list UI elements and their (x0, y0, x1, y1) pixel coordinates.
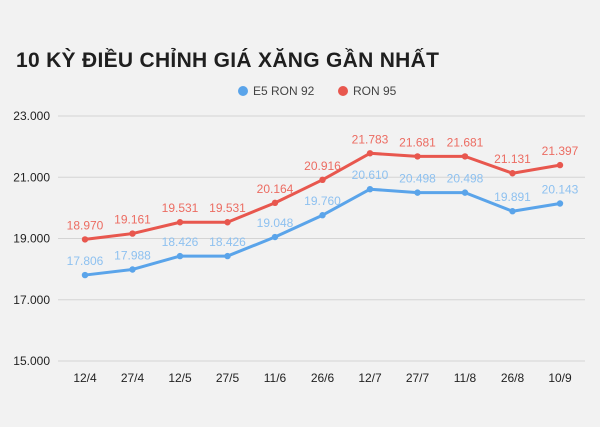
x-axis: 12/4 27/4 12/5 27/5 11/6 26/6 12/7 27/7 11/8 26/8… (73, 371, 572, 385)
x-tick-label: 26/8 (501, 371, 525, 385)
legend-marker (338, 86, 348, 96)
data-point (81, 236, 89, 243)
y-tick-label: 23.000 (13, 109, 50, 123)
data-label: 19.760 (304, 194, 341, 208)
x-tick-label: 11/6 (264, 371, 287, 385)
y-tick-label: 17.000 (13, 293, 50, 307)
y-tick-label: 21.000 (13, 170, 50, 184)
x-tick-label: 11/8 (454, 371, 477, 385)
data-label: 21.681 (399, 135, 436, 149)
data-point (271, 199, 279, 207)
data-label: 19.891 (494, 190, 531, 204)
data-label: 17.806 (67, 254, 104, 268)
data-label: 17.988 (114, 248, 151, 262)
data-point (81, 271, 89, 279)
data-point (224, 252, 231, 260)
data-point (461, 189, 469, 196)
y-tick-label: 15.000 (13, 354, 50, 368)
data-point (176, 219, 184, 226)
x-tick-label: 26/6 (311, 371, 335, 385)
data-point (556, 161, 564, 169)
data-label: 18.426 (209, 235, 246, 249)
data-point (414, 153, 421, 160)
x-tick-label: 12/4 (73, 371, 97, 385)
legend-label: E5 RON 92 (253, 84, 315, 98)
y-axis: 15.000 17.000 19.000 21.000 23.000 (13, 109, 50, 368)
data-point (319, 212, 326, 219)
data-point (414, 189, 421, 196)
data-point (271, 233, 279, 241)
series-group: 17.806 17.988 18.426 18.426 19.048 19.760 20.6… (67, 132, 579, 279)
chart-title: 10 KỲ ĐIỀU CHỈNH GIÁ XĂNG GẦN NHẤT (16, 48, 439, 72)
data-label: 19.531 (209, 201, 246, 215)
data-point (556, 200, 564, 207)
legend-label: RON 95 (353, 84, 397, 98)
legend: E5 RON 92 RON 95 (238, 84, 397, 98)
grid-lines (58, 115, 585, 362)
y-tick-label: 19.000 (13, 232, 50, 246)
data-label: 20.143 (542, 182, 579, 196)
data-label: 21.397 (542, 144, 579, 158)
data-point (319, 176, 326, 184)
x-tick-label: 27/4 (121, 371, 145, 385)
data-label: 19.048 (257, 216, 294, 230)
data-label: 20.498 (399, 172, 436, 186)
x-tick-label: 12/5 (168, 371, 192, 385)
data-point (224, 219, 231, 226)
legend-marker (238, 86, 248, 96)
data-point (366, 185, 374, 193)
data-label: 18.426 (162, 235, 199, 249)
data-point (509, 208, 516, 215)
data-label: 19.161 (114, 213, 151, 227)
data-point (509, 170, 516, 177)
data-label: 20.498 (447, 172, 484, 186)
data-label: 21.131 (494, 152, 531, 166)
data-label: 21.681 (447, 135, 484, 149)
data-point (129, 266, 136, 273)
data-label: 20.610 (352, 168, 389, 182)
x-tick-label: 12/7 (358, 371, 382, 385)
data-label: 20.916 (304, 159, 341, 173)
data-label: 19.531 (162, 201, 199, 215)
data-label: 18.970 (67, 218, 104, 232)
x-tick-label: 27/5 (216, 371, 240, 385)
data-label: 21.783 (352, 132, 389, 146)
data-point (176, 252, 184, 260)
x-tick-label: 10/9 (548, 371, 572, 385)
data-point (366, 150, 374, 157)
data-point (129, 230, 136, 237)
x-tick-label: 27/7 (406, 371, 430, 385)
data-point (461, 153, 469, 160)
data-label: 20.164 (257, 182, 294, 196)
